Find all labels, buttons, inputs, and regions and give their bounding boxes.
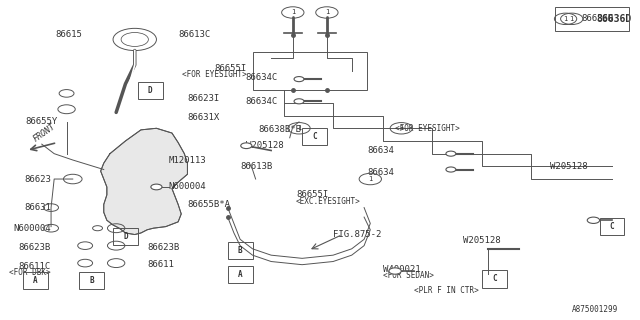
Text: <FOR SEDAN>: <FOR SEDAN>: [383, 271, 433, 280]
Text: 86631X: 86631X: [188, 113, 220, 122]
Circle shape: [389, 268, 401, 274]
Text: 86623: 86623: [24, 174, 51, 184]
Text: W205128: W205128: [463, 236, 501, 245]
Text: 86631: 86631: [24, 203, 51, 212]
Text: B: B: [238, 246, 243, 255]
Circle shape: [294, 99, 304, 104]
Text: 86623B: 86623B: [147, 243, 179, 252]
Circle shape: [241, 143, 252, 148]
Text: 86634: 86634: [367, 146, 394, 155]
Text: 86615: 86615: [55, 30, 82, 39]
Text: W205128: W205128: [550, 162, 588, 171]
Text: FIG.875-2: FIG.875-2: [333, 230, 381, 239]
Text: A: A: [238, 270, 243, 279]
Text: 86655I: 86655I: [214, 63, 246, 73]
Text: 86655I: 86655I: [296, 190, 328, 199]
Text: M120113: M120113: [169, 156, 207, 164]
Text: 86623I: 86623I: [188, 94, 220, 103]
Text: A: A: [33, 276, 38, 285]
Text: <FOR DBK>: <FOR DBK>: [10, 268, 51, 277]
Text: W205128: W205128: [246, 141, 284, 150]
Text: 86638B*B: 86638B*B: [259, 125, 301, 134]
Circle shape: [446, 151, 456, 156]
Text: 1: 1: [399, 125, 403, 131]
Text: B: B: [89, 276, 93, 285]
Text: W400021: W400021: [383, 265, 420, 274]
Text: N600004: N600004: [13, 224, 51, 233]
Text: 86613B: 86613B: [240, 162, 273, 171]
Text: 86613C: 86613C: [178, 30, 211, 39]
Text: <FOR EYESIGHT>: <FOR EYESIGHT>: [395, 124, 460, 133]
Circle shape: [294, 76, 304, 82]
Text: <EXC.EYESIGHT>: <EXC.EYESIGHT>: [296, 197, 361, 206]
Text: 1: 1: [324, 10, 329, 15]
Text: 1: 1: [563, 16, 568, 22]
Text: N600004: N600004: [169, 182, 207, 191]
Text: 86611: 86611: [147, 260, 174, 269]
Text: 86634C: 86634C: [245, 97, 277, 106]
Text: C: C: [610, 222, 614, 231]
Text: D: D: [123, 232, 128, 241]
Text: FRONT: FRONT: [32, 122, 58, 144]
Circle shape: [446, 167, 456, 172]
Text: 86611C: 86611C: [19, 262, 51, 271]
Text: 1: 1: [368, 176, 372, 182]
Bar: [253, 52, 367, 90]
Text: 86634C: 86634C: [245, 73, 277, 82]
Text: 1: 1: [297, 125, 301, 131]
Polygon shape: [100, 128, 188, 235]
Text: 86655Y: 86655Y: [25, 117, 57, 126]
Text: C: C: [312, 132, 317, 141]
Text: A875001299: A875001299: [572, 305, 618, 314]
Text: 86623B: 86623B: [19, 243, 51, 252]
Text: <FOR EYESIGHT>: <FOR EYESIGHT>: [182, 70, 246, 79]
Text: D: D: [148, 86, 152, 95]
Text: 86636D: 86636D: [596, 14, 632, 24]
Text: 86634: 86634: [367, 168, 394, 177]
Circle shape: [151, 184, 162, 190]
Text: C: C: [492, 275, 497, 284]
Circle shape: [588, 217, 600, 223]
Text: 86655B*A: 86655B*A: [188, 200, 230, 209]
Text: 1: 1: [570, 16, 574, 22]
Text: <PLR F IN CTR>: <PLR F IN CTR>: [413, 285, 479, 295]
Text: 86636D: 86636D: [581, 14, 613, 23]
Text: 1: 1: [291, 10, 295, 15]
